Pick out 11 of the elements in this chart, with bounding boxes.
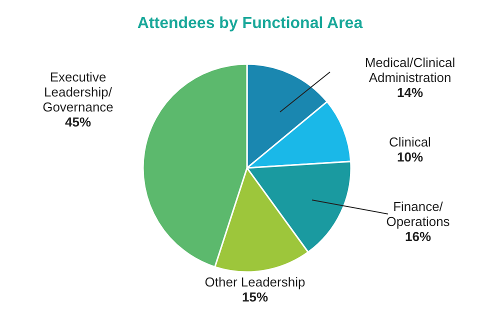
slice-label: Medical/Clinical Administration [364, 55, 456, 85]
data-label: 15% [242, 290, 268, 304]
data-label: 10% [396, 150, 424, 164]
slice-label: Clinical [389, 134, 432, 150]
slice-label: Executive Leadership/Governance [42, 70, 114, 114]
data-label: 14% [396, 85, 424, 100]
slice-label: Other Leadership [204, 274, 306, 290]
data-label: 16% [404, 229, 432, 244]
data-label: 45% [64, 114, 92, 130]
slice-label: Finance/Operations [386, 199, 450, 229]
chart-title: Attendees by Functional Area [137, 15, 363, 32]
